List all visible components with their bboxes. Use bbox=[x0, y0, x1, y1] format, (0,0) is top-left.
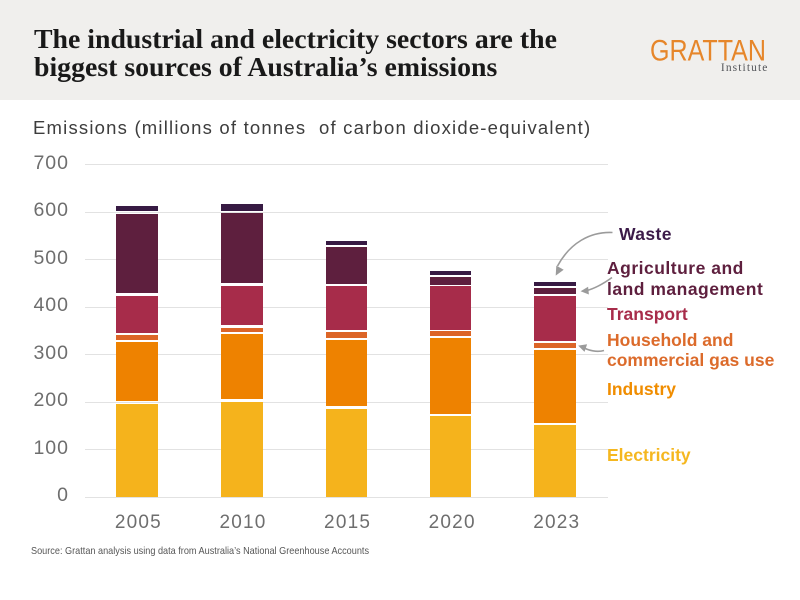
svg-text:GRATTAN: GRATTAN bbox=[650, 36, 766, 64]
